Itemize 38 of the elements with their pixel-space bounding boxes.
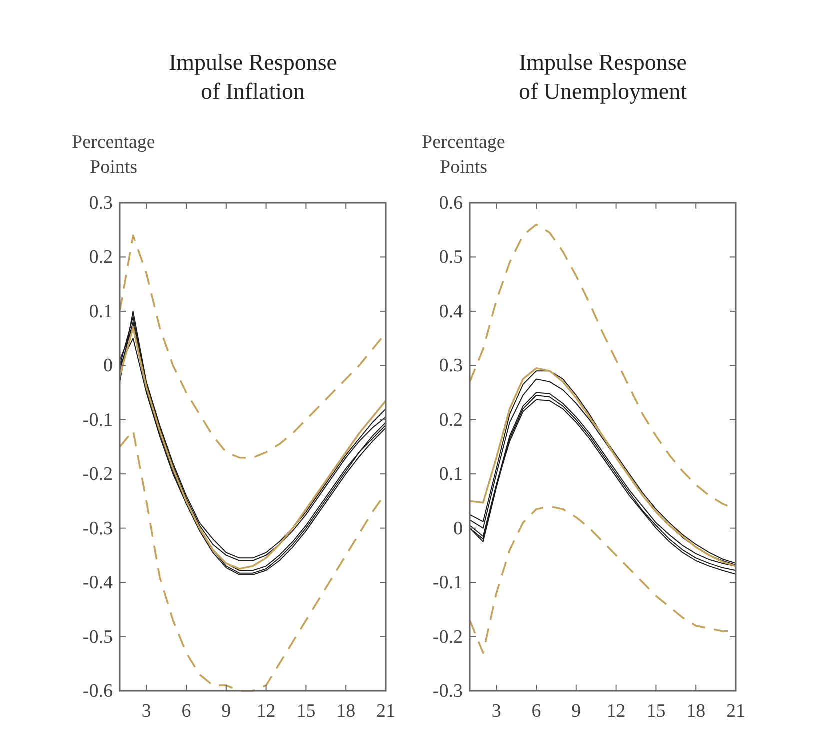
y-tick-label: 0.4 (439, 301, 464, 322)
y-tick-label: -0.1 (432, 572, 463, 594)
chart-title: Impulse Response of Unemployment (518, 50, 688, 104)
x-tick-label: 9 (222, 701, 232, 722)
y-tick-label: -0.2 (432, 626, 463, 648)
y-tick-label: -0.3 (432, 681, 463, 702)
x-tick-label: 3 (492, 701, 502, 722)
y-tick-label: 0.2 (439, 410, 463, 431)
y-tick-label: 0 (454, 518, 463, 540)
y-tick-label: -0.3 (82, 518, 113, 540)
x-tick-label: 15 (296, 701, 316, 722)
x-tick-label: 15 (646, 701, 666, 722)
x-tick-label: 9 (572, 701, 582, 722)
x-tick-label: 21 (726, 701, 746, 722)
x-tick-label: 6 (532, 701, 542, 722)
x-tick-label: 18 (686, 701, 706, 722)
y-tick-label: -0.6 (82, 681, 113, 702)
x-tick-label: 3 (142, 701, 152, 722)
x-tick-label: 12 (606, 701, 626, 722)
y-tick-label: -0.2 (82, 464, 113, 486)
y-tick-label: 0.5 (439, 247, 463, 268)
y-tick-label: 0.1 (439, 464, 463, 486)
chart-title: Impulse Response of Inflation (168, 50, 338, 104)
y-tick-label: -0.1 (82, 410, 113, 431)
y-tick-label: 0 (104, 356, 113, 377)
y-axis-title: Percentage Points (422, 132, 506, 178)
y-tick-label: -0.4 (82, 572, 114, 594)
y-tick-label: 0.3 (89, 193, 113, 214)
x-tick-label: 18 (336, 701, 356, 722)
y-tick-label: 0.2 (89, 247, 113, 268)
x-tick-label: 12 (256, 701, 276, 722)
y-tick-label: 0.6 (439, 193, 463, 214)
x-tick-label: 6 (182, 701, 192, 722)
y-tick-label: 0.3 (439, 356, 463, 377)
y-axis-title: Percentage Points (72, 132, 156, 178)
y-tick-label: -0.5 (82, 626, 113, 648)
x-tick-label: 21 (376, 701, 396, 722)
y-tick-label: 0.1 (89, 301, 113, 322)
